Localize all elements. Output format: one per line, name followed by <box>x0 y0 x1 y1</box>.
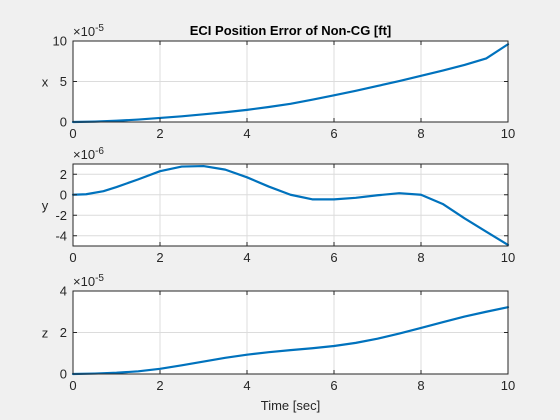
y-axis-label: z <box>42 326 49 341</box>
x-tick-label: 6 <box>330 378 337 393</box>
x-tick-label: 10 <box>501 378 515 393</box>
y-axis-label: y <box>42 198 49 213</box>
y-tick-label: -2 <box>55 208 67 223</box>
x-tick-label: 2 <box>156 126 163 141</box>
y-tick-label: 2 <box>60 167 67 182</box>
x-tick-label: 8 <box>417 126 424 141</box>
series-line-1 <box>71 164 510 247</box>
exponent-power: -6 <box>95 146 104 157</box>
series-line-1 <box>71 306 510 376</box>
x-tick-label: 2 <box>156 378 163 393</box>
exponent-base: ×10 <box>73 24 95 39</box>
axes-frame <box>72 163 509 247</box>
y-tick-label: 5 <box>60 74 67 89</box>
y-tick-label: 2 <box>60 325 67 340</box>
x-tick-label: 8 <box>417 250 424 265</box>
y-exponent-label: ×10-6 <box>73 146 104 162</box>
x-tick-label: 6 <box>330 250 337 265</box>
x-tick-label: 4 <box>243 378 250 393</box>
y-tick-label: 4 <box>60 284 67 299</box>
subplot-1: 0 2 4 6 8 10 0 5 10 ×10-5 x ECI Position Error of N… <box>42 23 515 141</box>
subplot-3: 0 2 4 6 8 10 0 2 4 ×10-5 z Time [sec] <box>42 273 515 413</box>
y-tick-label: 10 <box>53 34 67 49</box>
x-tick-label: 0 <box>69 250 76 265</box>
chart-title: ECI Position Error of Non-CG [ft] <box>190 23 391 38</box>
x-tick-label: 2 <box>156 250 163 265</box>
x-tick-label: 10 <box>501 126 515 141</box>
x-tick-label: 0 <box>69 378 76 393</box>
y-tick-label: 0 <box>60 367 67 382</box>
subplot-2: 0 2 4 6 8 10 -4 -2 0 2 ×10-6 y <box>42 146 515 265</box>
exponent-base: ×10 <box>73 274 95 289</box>
y-tick-label: -4 <box>55 228 67 243</box>
y-exponent-label: ×10-5 <box>73 23 104 39</box>
y-axis-label: x <box>42 75 49 90</box>
y-exponent-label: ×10-5 <box>73 273 104 289</box>
x-tick-label: 6 <box>330 126 337 141</box>
x-tick-label: 0 <box>69 126 76 141</box>
series-line-1 <box>71 43 510 124</box>
x-tick-label: 10 <box>501 250 515 265</box>
x-axis-label: Time [sec] <box>261 398 320 413</box>
exponent-base: ×10 <box>73 147 95 162</box>
exponent-power: -5 <box>95 273 104 284</box>
y-tick-label: 0 <box>60 115 67 130</box>
exponent-power: -5 <box>95 23 104 34</box>
x-tick-label: 4 <box>243 250 250 265</box>
x-tick-label: 4 <box>243 126 250 141</box>
y-tick-label: 0 <box>60 187 67 202</box>
x-tick-label: 8 <box>417 378 424 393</box>
